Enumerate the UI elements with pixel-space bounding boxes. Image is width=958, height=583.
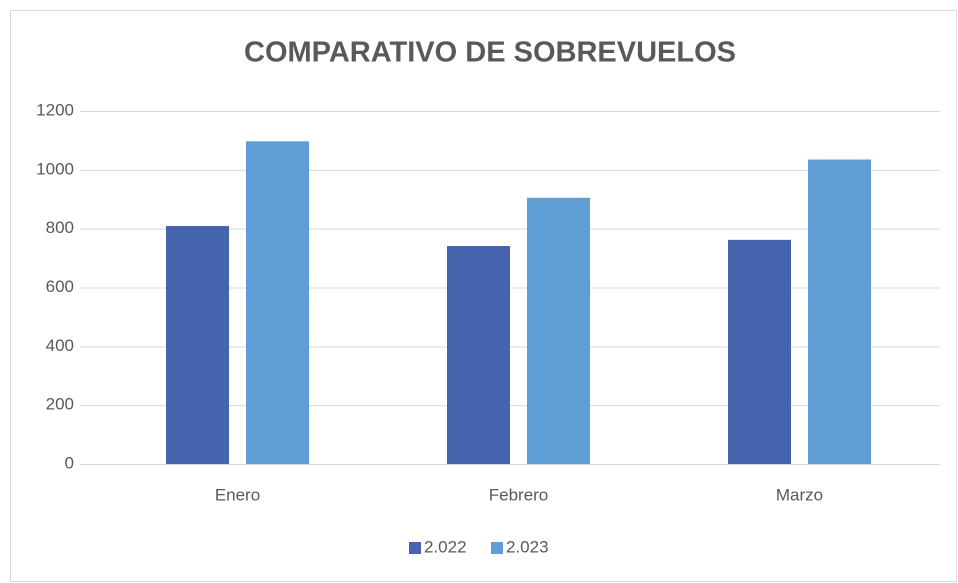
y-tick-label: 200	[46, 395, 74, 414]
x-tick-label: Enero	[215, 485, 260, 504]
y-tick-label: 400	[46, 336, 74, 355]
y-tick-label: 0	[65, 453, 74, 472]
x-tick-label: Marzo	[776, 485, 823, 504]
legend-swatch	[491, 542, 503, 554]
bar	[447, 246, 510, 464]
legend-label: 2.022	[424, 537, 467, 556]
y-tick-label: 800	[46, 218, 74, 237]
y-tick-label: 600	[46, 277, 74, 296]
bar	[808, 159, 871, 464]
bar	[527, 197, 590, 464]
y-tick-label: 1200	[36, 100, 74, 119]
chart-title: COMPARATIVO DE SOBREVUELOS	[244, 37, 736, 69]
legend-label: 2.023	[506, 537, 549, 556]
x-tick-label: Febrero	[489, 485, 549, 504]
y-tick-label: 1000	[36, 159, 74, 178]
bar	[246, 141, 309, 464]
bar	[166, 226, 229, 464]
legend-swatch	[409, 542, 421, 554]
bar	[728, 239, 791, 464]
